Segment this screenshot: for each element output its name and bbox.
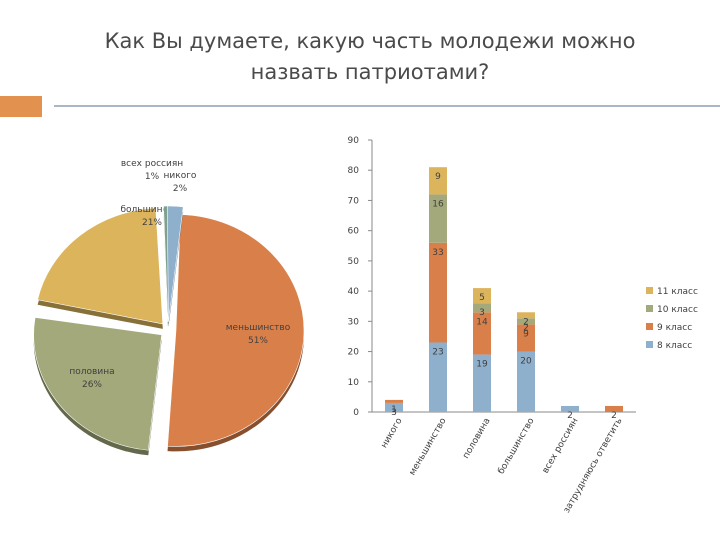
bar-segment-8-класс [429,342,447,412]
pie-label-name: меньшинство [226,323,291,333]
y-tick-label: 50 [348,257,360,267]
legend-swatch [646,287,653,294]
bar-data-label: 16 [432,199,444,209]
bar-data-label: 3 [391,408,397,418]
pie-slice-face [167,214,305,447]
bar-segment-8-класс [385,402,403,412]
x-category-label: всех россиян [541,416,581,475]
pie-slice-face [167,205,184,323]
x-category-label: большинство [496,416,536,476]
slide-title: Как Вы думаете, какую часть молодежи мож… [40,26,700,88]
x-category-label: никого [379,416,404,450]
bar-data-label: 23 [432,347,443,357]
pie-slice-face [33,317,162,451]
y-tick-label: 40 [348,287,360,297]
bar-data-label: 20 [520,357,532,367]
pie-slice-никого: никого 2% [164,171,197,328]
stacked-bar-chart: 010203040506070809031никого2333169меньши… [348,136,698,515]
bar-data-label: 14 [476,317,488,327]
y-tick-label: 60 [348,227,360,237]
bar-segment-8-класс [561,405,579,412]
y-tick-label: 90 [348,136,360,146]
bar-data-label: 3 [479,308,485,318]
bar-segment-10-класс [473,303,491,313]
x-category-label: половина [461,417,492,461]
y-tick-label: 70 [348,196,360,206]
title-accent-box [0,96,42,117]
legend-label: 9 класс [657,323,692,333]
pie-label-percent: 1% [145,172,160,182]
slide-title-line-2: назвать патриотами? [250,60,490,84]
bar-data-label: 2 [567,411,573,421]
bar-segment-9-класс [473,312,491,355]
bar-segment-8-класс [517,351,535,412]
bar-data-label: 2 [523,317,529,327]
legend-swatch [646,341,653,348]
bar-segment-9-класс [385,399,403,403]
pie-label-percent: 26% [82,380,102,390]
legend-label: 8 класс [657,341,692,351]
bar-data-label: 33 [432,248,443,258]
bar-segment-10-класс [429,194,447,243]
bar-data-label: 19 [476,360,488,370]
y-tick-label: 20 [348,348,360,358]
y-tick-label: 0 [353,408,359,418]
bar-segment-10-класс [517,318,535,325]
bar-segment-11-класс [473,288,491,304]
chart-legend: 11 класс 10 класс 9 класс 8 класс [646,287,698,351]
bar-data-label: 1 [391,405,397,415]
pie-label-percent: 51% [248,336,268,346]
y-tick-label: 80 [348,166,360,176]
bar-data-label: 5 [479,293,485,303]
legend-swatch [646,323,653,330]
bar-segment-11-класс [429,167,447,195]
pie-label-name: никого [164,171,197,181]
pie-label-percent: 21% [142,218,162,228]
bar-segment-9-класс [605,405,623,412]
pie-label-name: всех россиян [121,159,183,169]
pie-label-name: большинство [120,205,184,215]
pie-slice-меньшинство: меньшинство 51% [167,214,305,452]
pie-slice-половина: половина 26% [33,317,162,456]
bar-segment-11-класс [517,312,535,319]
x-category-label: меньшинство [408,416,449,477]
bar-data-label: 9 [435,172,441,182]
pie-label-name: половина [69,367,114,377]
title-divider [54,105,720,107]
legend-label: 10 класс [657,305,698,315]
y-tick-label: 10 [348,378,360,388]
bar-segment-9-класс [429,242,447,343]
bar-segment-8-класс [473,354,491,412]
bar-data-label: 2 [523,323,529,333]
bar-data-label: 2 [611,411,617,421]
legend-swatch [646,305,653,312]
pie-chart: меньшинство 51% половина 26% большинство 21% в… [33,159,305,456]
legend-label: 11 класс [657,287,698,297]
pie-slice-большинство: большинство 21% [37,205,184,329]
pie-label-percent: 2% [173,184,188,194]
bar-segment-9-класс [517,324,535,352]
pie-slice-face [37,207,164,325]
slide-title-line-1: Как Вы думаете, какую часть молодежи мож… [104,29,636,53]
y-tick-label: 30 [348,317,360,327]
bar-data-label: 9 [523,329,529,339]
